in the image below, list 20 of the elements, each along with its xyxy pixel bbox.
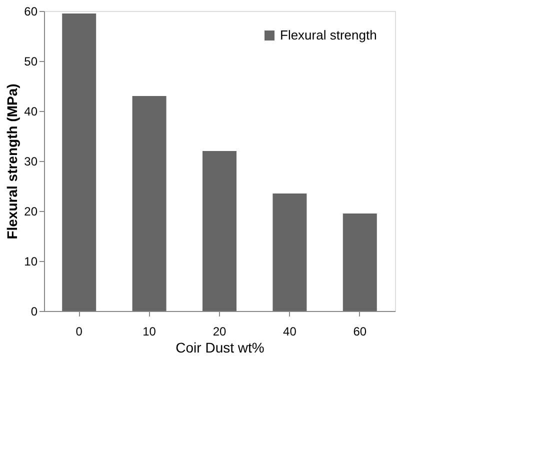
x-tick-label: 0 [76,324,83,338]
x-tick-label: 20 [212,324,226,338]
x-axis-title: Coir Dust wt% [176,340,264,356]
bar [272,194,307,311]
y-tick-label: 40 [24,104,38,118]
bar [342,214,377,311]
y-tick-label: 60 [24,4,38,18]
y-tick-label: 0 [30,304,38,318]
x-tick-label: 60 [353,324,367,338]
bar [132,96,166,311]
y-tick-label: 10 [24,254,38,268]
x-tick-label: 40 [283,324,297,338]
legend-label: Flexural strength [280,28,377,42]
bar [202,151,236,311]
y-tick-label: 30 [24,154,38,168]
y-axis-title: Flexural strength (MPa) [4,84,20,240]
x-tick-label: 10 [142,324,156,338]
y-tick-label: 20 [24,204,38,218]
bar [62,14,96,311]
y-tick-label: 50 [24,54,38,68]
